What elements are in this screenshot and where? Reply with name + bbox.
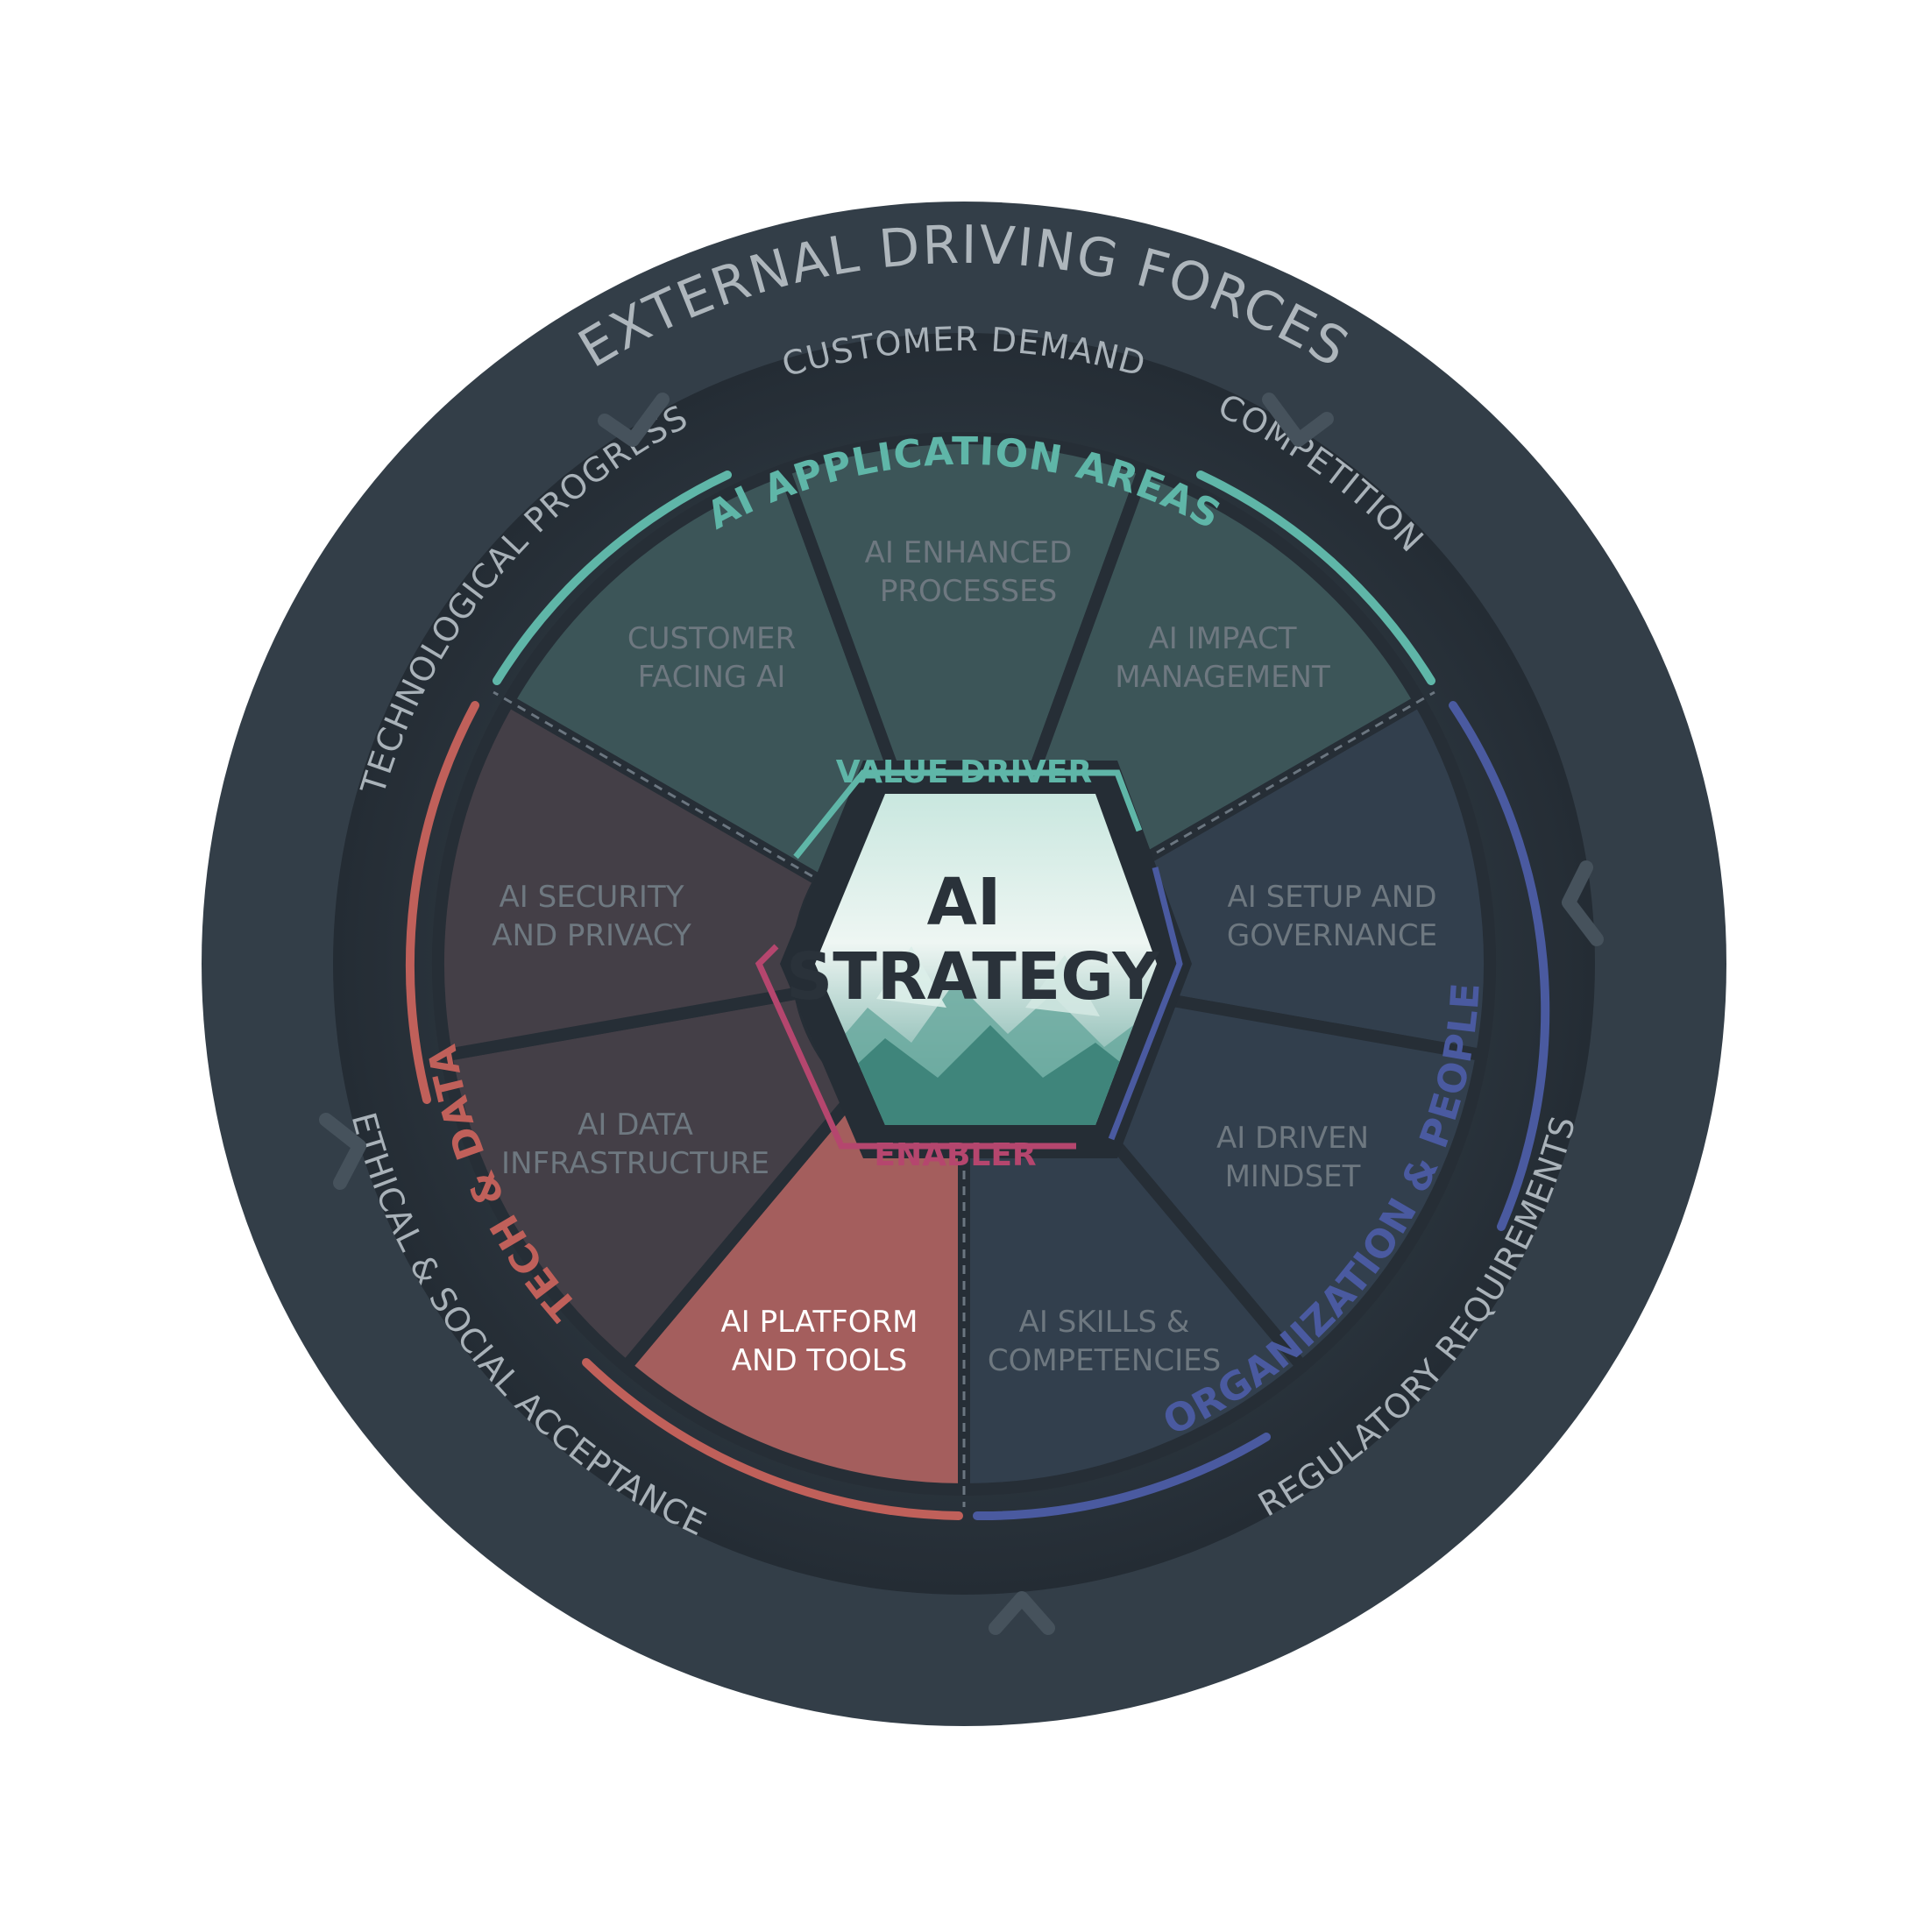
center-title-line1: AI [927,865,1002,940]
segment-label-line: AND PRIVACY [492,918,691,953]
segment-label-ai-skills-competencies: AI SKILLS & COMPETENCIES [988,1305,1221,1378]
segment-label-ai-security-and-privacy: AI SECURITY AND PRIVACY [492,880,691,953]
segment-label-line: INFRASTRUCTURE [501,1146,769,1181]
chevron-icon [319,1113,366,1190]
segment-label-line: GOVERNANCE [1227,918,1437,953]
center-title-line2: STRATEGY [786,939,1160,1015]
org-arc-right [1449,701,1550,1231]
segment-label-line: CUSTOMER [627,621,796,656]
segment-label-line: AND TOOLS [732,1343,908,1378]
hexagon-arc-value-driver [793,769,1143,860]
segment-label-line: COMPETENCIES [988,1343,1221,1378]
segment-label-line: AI DATA [578,1108,693,1143]
segment-label-ai-setup-and-governance: AI SETUP AND GOVERNANCE [1227,880,1437,953]
chevron-group [319,393,1604,1635]
chevron-icon [1562,860,1604,946]
segment-label-line: AI SECURITY [500,880,684,915]
center-hexagon: AI STRATEGY VALUE DRIVER ENABLER [755,754,1192,1173]
org-arc-bottom [973,1433,1271,1521]
segment-label-line: AI SKILLS & [1019,1305,1190,1340]
segment-label-ai-platform-and-tools: AI PLATFORM AND TOOLS [721,1305,918,1378]
segment-label-ai-impact-management: AI IMPACT MANAGEMENT [1115,621,1330,695]
segment-label-line: FACING AI [638,660,786,695]
value-driver-label: VALUE DRIVER [836,754,1092,790]
application-arc-left [493,471,732,685]
segment-label-line: MINDSET [1225,1159,1361,1194]
tech-arc-bottom [582,1358,963,1520]
segment-label-line: AI PLATFORM [721,1305,918,1340]
chevron-icon [1262,393,1334,447]
segment-label-line: AI IMPACT [1149,621,1297,656]
divider-app-org [1115,690,1435,878]
segment-label-line: PROCESSES [880,574,1057,609]
segment-label-ai-enhanced-processes: AI ENHANCED PROCESSES [865,535,1073,609]
segment-label-line: AI ENHANCED [865,535,1073,570]
segment-label-line: AI DRIVEN [1216,1121,1369,1156]
hexagon-arc-enabler [755,944,1076,1150]
application-arc-right [1196,471,1435,685]
tech-arc-top [405,701,479,1104]
segment-label-customer-facing-ai: CUSTOMER FACING AI [627,621,796,695]
hexagon-arc-org [1108,867,1183,1141]
divider-app-tech [493,690,813,878]
category-arcs [405,471,1550,1521]
enabler-label: ENABLER [874,1137,1036,1173]
segment-label-ai-data-infrastructure: AI DATA INFRASTRUCTURE [501,1108,769,1181]
segment-label-line: AI SETUP AND [1228,880,1437,915]
mountain-illustration [815,946,1157,1125]
chevron-icon [989,1591,1055,1635]
segment-label-line: MANAGEMENT [1115,660,1330,695]
chevron-icon [598,393,670,447]
segment-label-ai-driven-mindset: AI DRIVEN MINDSET [1216,1121,1369,1194]
